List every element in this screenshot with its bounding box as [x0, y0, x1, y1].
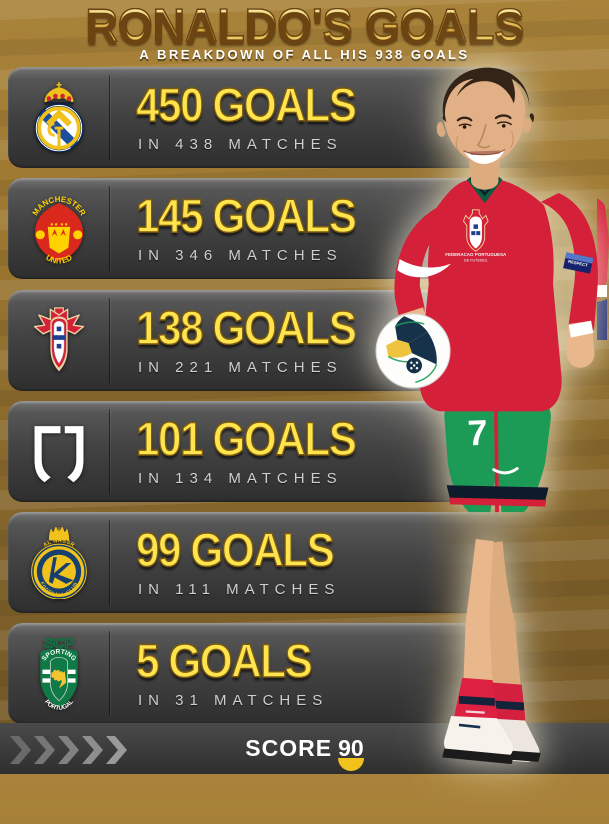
svg-text:FEDERACAO PORTUGUESA: FEDERACAO PORTUGUESA — [445, 252, 507, 257]
svg-text:7: 7 — [467, 413, 488, 454]
svg-text:DE FUTEBOL: DE FUTEBOL — [464, 258, 488, 262]
